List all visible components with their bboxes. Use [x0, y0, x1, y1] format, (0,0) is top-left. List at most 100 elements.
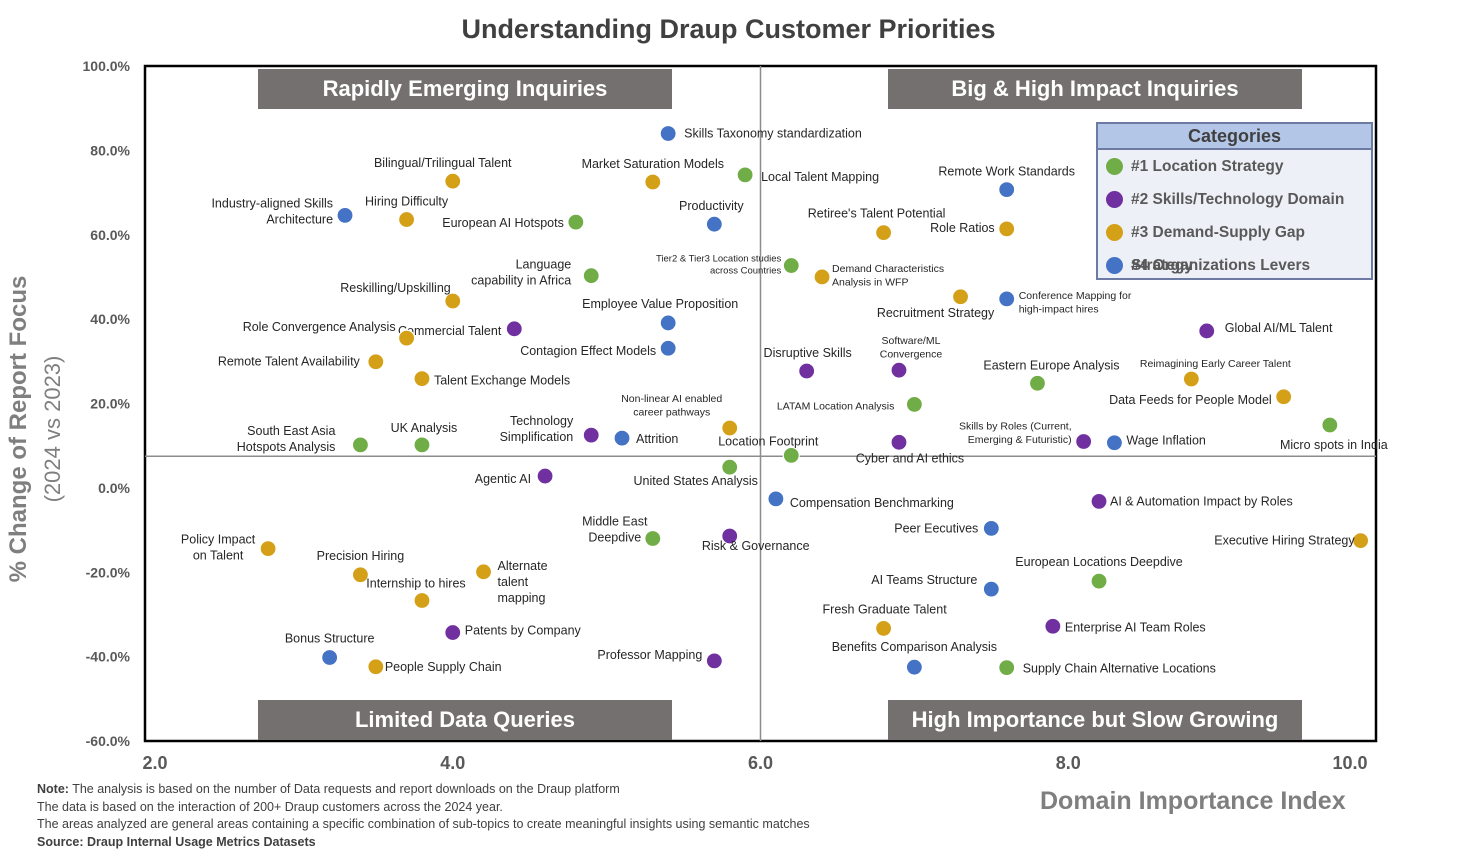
data-label: Recruitment Strategy — [877, 306, 995, 320]
legend-label: #3 Demand-Supply Gap Strategy — [1131, 224, 1305, 274]
data-label: Disruptive Skills — [764, 346, 852, 360]
data-point — [644, 529, 662, 548]
data-point — [1075, 432, 1093, 451]
legend-marker — [1106, 257, 1123, 274]
legend-marker — [1106, 158, 1123, 175]
data-label: Fresh Graduate Talent — [823, 602, 948, 616]
data-label: Professor Mapping — [597, 648, 702, 662]
data-label: Global AI/ML Talent — [1225, 321, 1333, 335]
y-tick-label: 80.0% — [90, 142, 130, 158]
legend-marker — [1106, 191, 1123, 208]
data-label: AI Teams Structure — [871, 573, 977, 587]
data-point — [1352, 532, 1370, 550]
data-label: Wage Inflation — [1126, 434, 1205, 448]
data-label: Location Footprint — [718, 434, 819, 448]
note-line-2: The data is based on the interaction of … — [37, 799, 503, 814]
chart-title: Understanding Draup Customer Priorities — [461, 14, 996, 44]
source-text: Draup Internal Usage Metrics Datasets — [83, 834, 316, 849]
data-point — [505, 320, 523, 338]
legend-item-demand-supply: #3 Demand-Supply Gap Strategy — [1098, 216, 1371, 274]
data-label: Software/ML Convergence — [880, 335, 943, 360]
x-axis-title: Domain Importance Index — [1040, 787, 1346, 815]
legend-marker — [1106, 224, 1123, 241]
x-tick-label: 4.0 — [440, 753, 465, 773]
data-point — [905, 658, 923, 676]
data-label: European AI Hotspots — [442, 216, 564, 230]
data-label: Retiree's Talent Potential — [808, 207, 946, 221]
data-label: Hiring Difficulty — [365, 195, 449, 209]
data-label: European Locations Deepdive — [1015, 555, 1183, 569]
legend-item-location-strategy: #1 Location Strategy — [1098, 150, 1371, 183]
data-label: Commercial Talent — [398, 324, 502, 338]
data-point — [582, 267, 600, 285]
data-label: Market Saturation Models — [582, 157, 724, 171]
x-tick-label: 8.0 — [1056, 753, 1081, 773]
data-point — [721, 419, 739, 437]
data-point — [444, 292, 462, 310]
data-point — [444, 623, 462, 642]
data-label: Alternate talent mapping — [498, 559, 548, 605]
data-point — [905, 395, 923, 413]
data-point — [767, 490, 785, 508]
data-point — [444, 172, 462, 190]
data-point — [1182, 370, 1200, 388]
data-point — [798, 362, 816, 380]
data-label: Tier2 & Tier3 Location studies across Cou… — [656, 254, 782, 277]
data-point — [413, 591, 431, 610]
data-point — [736, 166, 754, 184]
y-tick-label: -60.0% — [86, 733, 131, 749]
legend-item-organization-levers: #4 Organizations Levers — [1098, 249, 1371, 282]
legend-item-skills-technology: #2 Skills/Technology Domain — [1098, 183, 1371, 216]
data-label: UK Analysis — [391, 421, 458, 435]
data-label: Peer Eecutives — [894, 521, 978, 535]
data-point — [659, 339, 677, 357]
data-label: Employee Value Proposition — [582, 297, 738, 311]
source-line: Source: Draup Internal Usage Metrics Dat… — [37, 834, 810, 851]
data-point — [336, 206, 354, 224]
quadrant-bottom-right-label: High Importance but Slow Growing — [888, 700, 1302, 740]
data-label: AI & Automation Impact by Roles — [1110, 494, 1293, 508]
y-axis-title: % Change of Report Focus — [5, 275, 32, 583]
data-point — [351, 436, 370, 454]
data-point — [721, 458, 739, 476]
data-label: LATAM Location Analysis — [777, 400, 895, 412]
data-point — [705, 652, 723, 670]
data-point — [413, 370, 431, 388]
data-label: Non-linear AI enabled career pathways — [621, 393, 722, 418]
data-point — [998, 220, 1016, 238]
data-point — [613, 429, 631, 447]
data-label: Bilingual/Trilingual Talent — [374, 156, 512, 170]
data-label: Role Ratios — [930, 221, 995, 235]
quadrant-top-right-label: Big & High Impact Inquiries — [888, 69, 1302, 109]
data-label: Contagion Effect Models — [520, 344, 656, 358]
data-label: Demand Characteristics Analysis in WFP — [832, 263, 944, 288]
data-point — [1275, 388, 1293, 406]
x-tick-label: 2.0 — [142, 753, 167, 773]
data-label: Middle East Deepdive — [582, 515, 648, 545]
data-label: Language capability in Africa — [471, 258, 571, 288]
data-label: Agentic AI — [475, 472, 531, 486]
data-point — [705, 215, 723, 233]
data-point — [874, 619, 893, 637]
data-label: Internship to hires — [366, 577, 465, 591]
legend-label: #1 Location Strategy — [1131, 158, 1284, 175]
data-label: Role Convergence Analysis — [243, 320, 396, 334]
y-tick-label: -20.0% — [86, 564, 131, 580]
data-point — [397, 329, 416, 347]
data-label: Attrition — [636, 432, 678, 446]
data-point — [259, 540, 277, 558]
data-label: Cyber and AI ethics — [856, 451, 964, 465]
data-label: Patents by Company — [465, 624, 582, 638]
data-point — [644, 173, 662, 191]
legend-label: #2 Skills/Technology Domain — [1131, 191, 1345, 208]
y-tick-label: 100.0% — [83, 58, 131, 74]
data-point — [413, 436, 431, 454]
data-label: Data Feeds for People Model — [1109, 393, 1272, 407]
y-tick-label: 40.0% — [90, 311, 130, 327]
data-point — [982, 580, 1000, 598]
data-label: Micro spots in India — [1280, 438, 1388, 452]
data-label: Productivity — [679, 199, 744, 213]
data-point — [874, 224, 893, 242]
data-point — [1090, 492, 1108, 510]
